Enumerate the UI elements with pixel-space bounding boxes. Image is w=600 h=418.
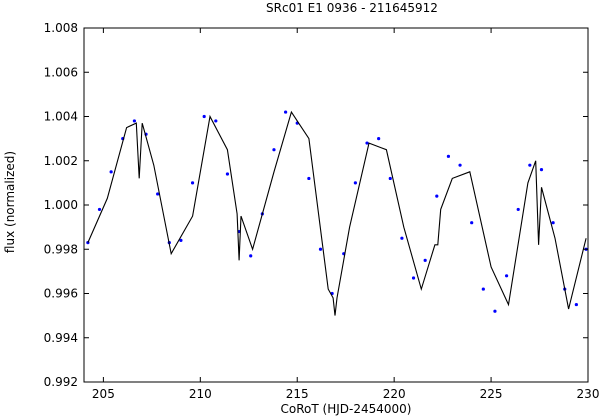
data-point [400,236,404,240]
y-tick-label: 1.008 [44,21,78,35]
plot-frame [83,27,589,383]
data-point [528,163,532,167]
data-point [423,258,427,262]
data-point [190,181,195,185]
data-point [318,247,323,251]
data-point [156,192,160,196]
axes: 205 210 215 220 225 230 0.992 0.994 0.996 0.998 1.… [44,21,600,401]
data-point [353,181,357,185]
data-point [481,287,485,291]
data-point [470,221,474,225]
data-point [97,207,102,212]
x-tick-label: 220 [383,387,406,401]
data-point [307,176,311,181]
y-tick-label: 1.000 [44,198,78,212]
x-axis-title: CoRoT (HJD-2454000) [281,402,412,416]
y-tick-label: 0.998 [44,242,78,256]
data-point [109,170,113,174]
x-tick-label: 230 [577,387,600,401]
data-point [214,119,218,123]
y-tick-label: 0.994 [44,331,78,345]
data-point [516,207,520,212]
data-point [574,302,578,307]
data-point [446,154,451,158]
x-tick-label: 210 [189,387,212,401]
data-point [458,163,462,167]
x-tick-label: 225 [480,387,503,401]
model-line [87,110,587,316]
data-point [249,254,253,258]
y-tick-label: 1.006 [44,65,78,79]
y-tick-label: 0.996 [44,287,78,301]
x-tick-label: 215 [286,387,309,401]
data-point [388,176,392,181]
data-point [411,276,416,280]
data-point [551,221,555,225]
y-tick-label: 0.992 [44,375,78,389]
data-point [493,309,497,313]
data-point [202,114,206,119]
y-tick-label: 1.004 [44,110,78,124]
y-axis-title: flux (normalized) [3,151,17,253]
data-point [539,168,544,172]
chart-title: SRc01 E1 0936 - 211645912 [266,1,438,15]
data-point [365,141,369,145]
data-point [377,137,381,141]
data-point [132,119,136,123]
y-tick-label: 1.002 [44,154,78,168]
data-point [284,110,288,114]
data-point [504,274,509,278]
x-tick-label: 205 [92,387,115,401]
data-point [179,238,183,242]
data-point [225,172,230,176]
plot-area [86,110,588,316]
data-point [435,194,439,198]
data-point [272,148,276,152]
